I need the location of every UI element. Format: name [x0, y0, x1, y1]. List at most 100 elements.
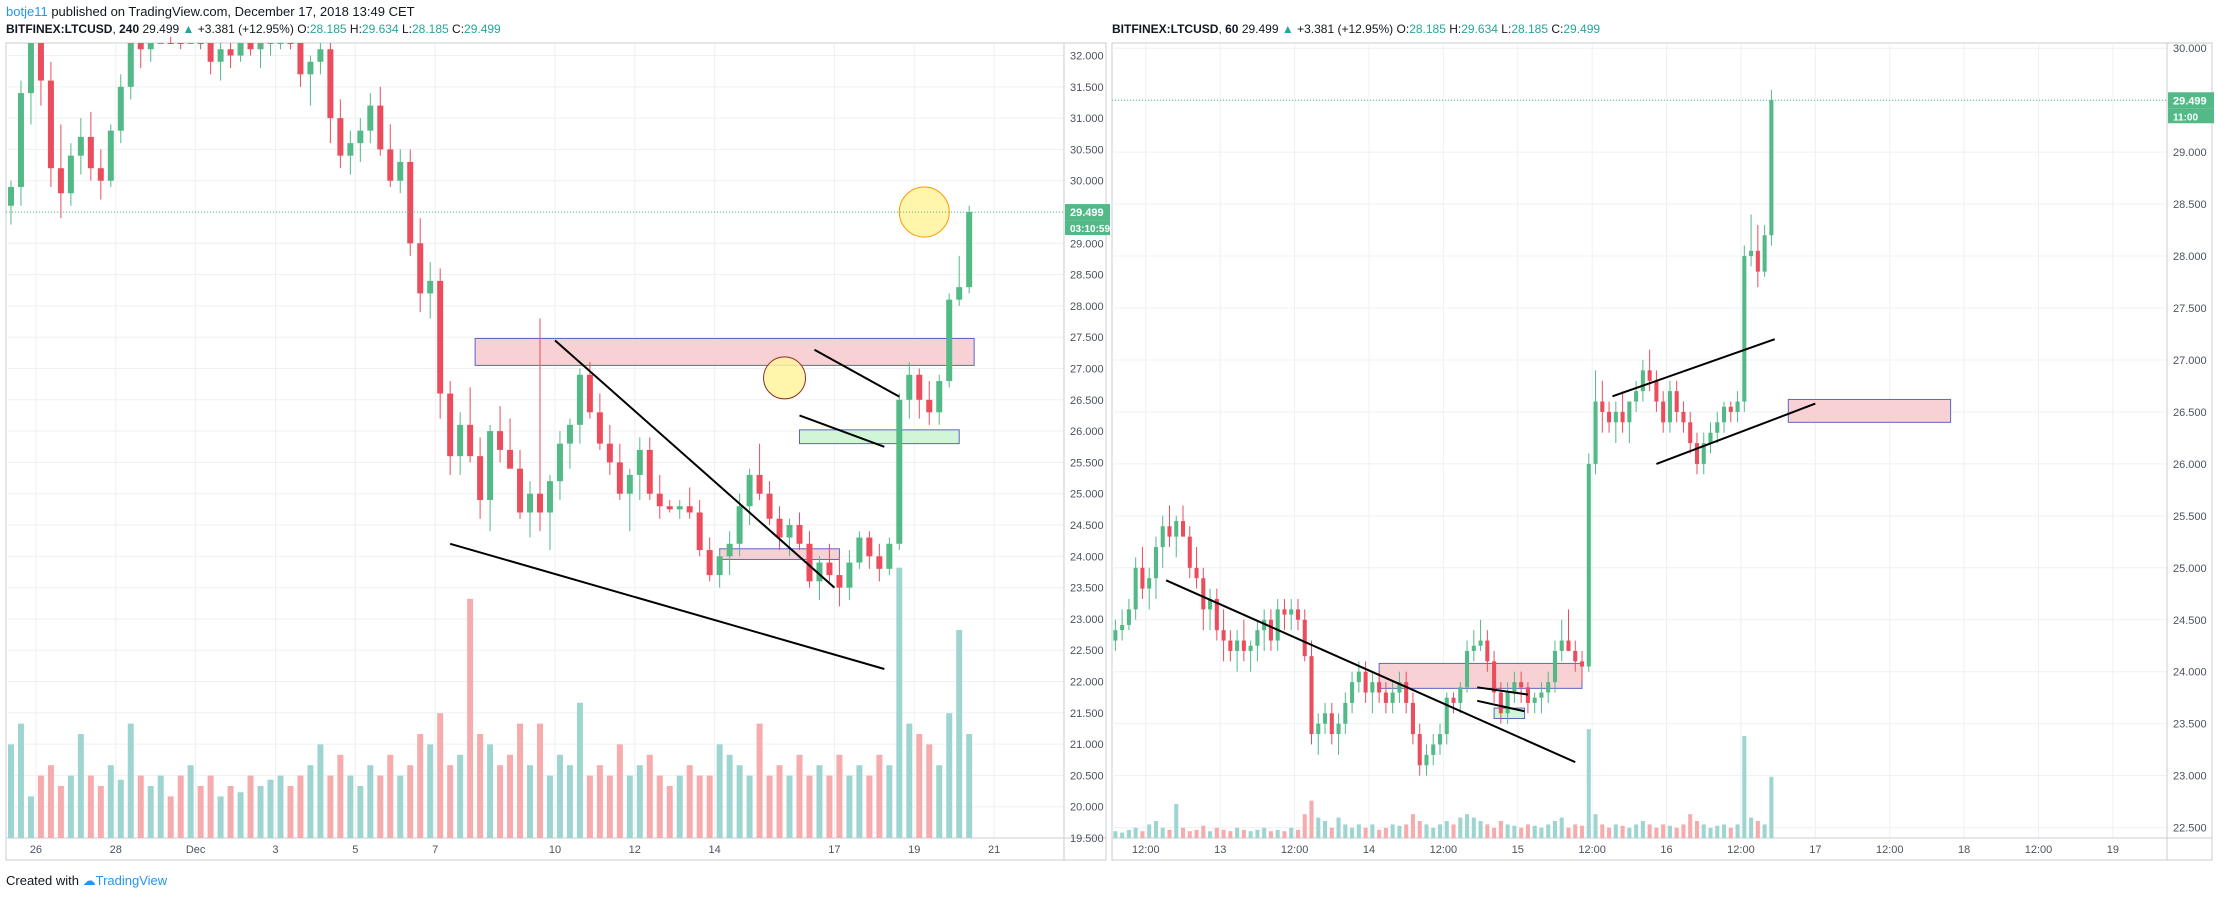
right-candle: [1295, 609, 1301, 620]
right-candle: [1262, 619, 1267, 631]
left-volume-bar: [676, 775, 683, 838]
left-x-tick-label: Dec: [186, 844, 206, 856]
right-volume-bar: [1620, 825, 1625, 838]
right-candle: [1458, 687, 1463, 703]
right-candle: [1593, 401, 1598, 464]
left-candle: [147, 43, 154, 50]
right-trendline: [1477, 686, 1529, 696]
left-candle: [746, 474, 753, 507]
left-change: +3.381 (+12.95%): [197, 22, 294, 36]
left-volume-bar: [636, 765, 643, 838]
tradingview-brand-link[interactable]: TradingView: [95, 873, 168, 888]
left-volume-bar: [237, 792, 244, 838]
right-x-tick-label: 12:00: [1281, 844, 1309, 856]
left-candle: [786, 525, 793, 538]
left-candle: [407, 161, 414, 244]
right-candle: [1404, 682, 1409, 703]
left-candle: [596, 412, 603, 444]
right-volume-bar: [1350, 827, 1355, 838]
author-link[interactable]: botje11: [6, 4, 48, 19]
left-candle: [886, 543, 893, 569]
right-y-tick-label: 25.500: [2173, 511, 2207, 523]
left-volume-bar: [257, 786, 264, 838]
right-volume-bar: [1498, 821, 1503, 838]
right-volume-bar: [1356, 824, 1361, 838]
left-candle: [57, 168, 64, 194]
left-volume-bar: [856, 765, 863, 838]
right-volume-bar: [1485, 824, 1490, 838]
right-candle: [1417, 734, 1422, 766]
left-trendline: [449, 542, 885, 670]
left-volume-bar: [487, 744, 494, 838]
left-y-tick-label: 31.500: [1070, 82, 1104, 94]
left-candle: [586, 374, 593, 413]
left-x-tick-label: 5: [352, 844, 358, 856]
left-volume-bar: [417, 734, 424, 838]
right-candle: [1140, 567, 1145, 589]
left-high: 29.634: [361, 22, 399, 36]
left-candle: [437, 280, 444, 394]
right-candle: [1275, 609, 1280, 641]
left-volume-bar: [746, 775, 753, 838]
right-candle: [1525, 687, 1530, 703]
left-volume-bar: [457, 754, 464, 838]
left-volume-bar: [247, 775, 254, 838]
left-candle: [696, 512, 703, 551]
right-x-tick-label: 12:00: [1727, 844, 1755, 856]
right-candle: [1552, 650, 1557, 683]
right-volume-bar: [1282, 831, 1287, 838]
right-candle: [1174, 521, 1179, 537]
left-x-tick-label: 17: [828, 844, 840, 856]
left-volume-bar: [367, 765, 374, 838]
left-candle: [836, 575, 843, 588]
right-volume-bar: [1708, 827, 1713, 838]
right-open: 28.185: [1409, 22, 1446, 36]
left-chart-4h[interactable]: 19.500 20.000 20.500 21.000 21.500 22.000 22.5…: [0, 0, 1110, 899]
right-y-tick-label: 23.500: [2173, 719, 2207, 731]
left-y-tick-label: 30.000: [1070, 176, 1104, 188]
right-candle: [1451, 697, 1456, 703]
left-volume-bar: [267, 779, 274, 838]
left-candle: [666, 506, 673, 510]
right-volume-bar: [1573, 824, 1578, 838]
right-candle: [1356, 671, 1361, 683]
left-volume-bar: [497, 765, 504, 838]
right-volume-bar: [1694, 821, 1700, 838]
left-volume-bar: [317, 744, 324, 838]
right-volume-bar: [1627, 827, 1632, 838]
left-candle: [137, 43, 144, 50]
left-volume-bar: [696, 775, 703, 838]
left-candle: [576, 374, 583, 425]
left-candle: [17, 93, 24, 187]
left-volume-bar: [916, 734, 923, 838]
right-volume-bar: [1187, 831, 1192, 838]
left-volume-bar: [806, 775, 813, 838]
right-volume-bar: [1390, 824, 1395, 838]
left-low: 28.185: [411, 22, 449, 36]
left-candle: [766, 493, 773, 519]
left-x-tick-label: 12: [629, 844, 641, 856]
left-volume-bar: [17, 723, 24, 838]
left-candle: [656, 493, 663, 507]
left-volume-bar: [656, 775, 663, 838]
right-candle: [1208, 598, 1213, 610]
right-candle: [1634, 391, 1639, 402]
right-candle: [1722, 406, 1727, 423]
left-y-tick-label: 24.000: [1070, 551, 1104, 563]
left-candle: [427, 280, 434, 294]
right-volume-bar: [1370, 824, 1375, 838]
right-volume-bar: [1451, 824, 1456, 838]
left-open: 28.185: [309, 22, 347, 36]
left-candle: [616, 462, 623, 494]
right-volume-bar: [1505, 824, 1510, 838]
left-volume-bar: [57, 786, 64, 838]
left-volume-bar: [357, 786, 364, 838]
left-candle: [197, 43, 204, 44]
right-chart-legend: BITFINEX:LTCUSD, 60 29.499 ▲ +3.381 (+12…: [1112, 22, 1601, 36]
right-volume-bar: [1559, 817, 1564, 838]
left-candle: [207, 43, 214, 62]
left-candle: [77, 136, 84, 156]
right-volume-bar: [1208, 831, 1213, 838]
left-countdown-label: 03:10:59: [1070, 224, 1110, 235]
